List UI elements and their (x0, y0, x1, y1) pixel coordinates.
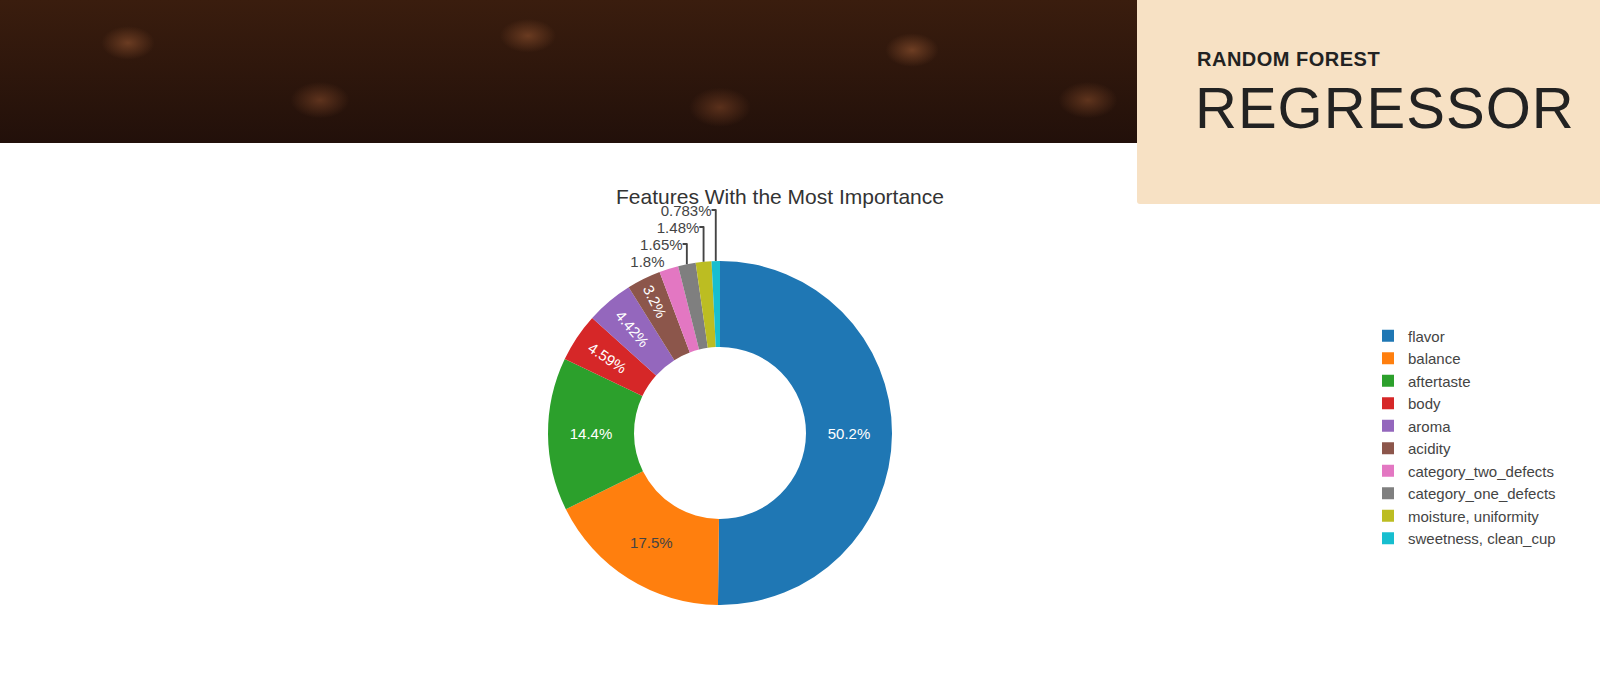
svg-text:3.2%: 3.2% (640, 282, 670, 320)
html-text:RANDOM FOREST: RANDOM FOREST (1197, 48, 1381, 70)
svg-text:sweetness, clean_cup: sweetness, clean_cup (1408, 530, 1556, 547)
svg-text:moisture, uniformity: moisture, uniformity (1408, 508, 1539, 525)
html-text:REGRESSOR: REGRESSOR (1195, 75, 1575, 140)
svg-text:4.42%: 4.42% (612, 307, 652, 351)
svg-text:category_one_defects: category_one_defects (1408, 485, 1556, 502)
svg-text:4.59%: 4.59% (585, 339, 630, 377)
svg-text:body: body (1408, 395, 1441, 412)
svg-text:50.2%: 50.2% (828, 425, 871, 442)
svg-text:Features With the Most Importa: Features With the Most Importance (616, 185, 944, 208)
svg-text:category_two_defects: category_two_defects (1408, 463, 1554, 480)
svg-text:flavor: flavor (1408, 328, 1445, 345)
svg-text:17.5%: 17.5% (630, 534, 673, 551)
svg-text:balance: balance (1408, 350, 1461, 367)
svg-text:1.65%: 1.65% (640, 236, 683, 253)
svg-text:aroma: aroma (1408, 418, 1451, 435)
svg-text:14.4%: 14.4% (570, 425, 613, 442)
svg-text:1.8%: 1.8% (630, 253, 664, 270)
svg-text:acidity: acidity (1408, 440, 1451, 457)
svg-text:aftertaste: aftertaste (1408, 373, 1471, 390)
svg-text:0.783%: 0.783% (661, 202, 712, 219)
svg-text:1.48%: 1.48% (657, 219, 700, 236)
